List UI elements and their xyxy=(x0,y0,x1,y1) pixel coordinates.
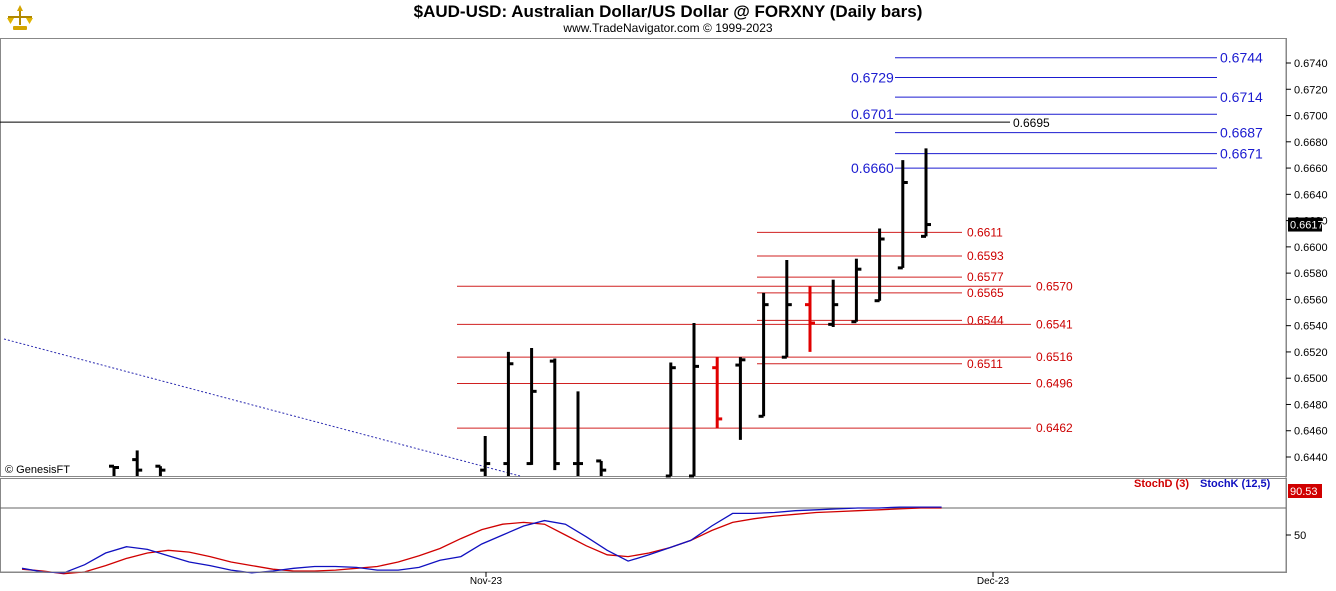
ohlc-bar xyxy=(828,279,839,327)
ohlc-bar xyxy=(480,435,491,476)
y-tick-label: 0.6660 xyxy=(1294,163,1328,175)
x-tick-label: Dec-23 xyxy=(977,576,1010,587)
ohlc-bar xyxy=(758,292,769,418)
y-tick-label: 0.6600 xyxy=(1294,242,1328,254)
stochd-line xyxy=(21,507,942,575)
red-level-label: 0.6577 xyxy=(967,270,1004,284)
blue-level-label: 0.6671 xyxy=(1220,146,1263,162)
ohlc-bar xyxy=(805,286,815,352)
y-tick-label: 0.6460 xyxy=(1294,426,1328,438)
red-level-label: 0.6496 xyxy=(1036,376,1073,390)
ohlc-bar xyxy=(781,260,792,359)
chart-title: $AUD-USD: Australian Dollar/US Dollar @ … xyxy=(413,2,923,21)
y-tick-label: 0.6520 xyxy=(1294,347,1328,359)
chart-frames xyxy=(0,38,1287,573)
dotted-trendline xyxy=(3,338,521,477)
blue-level-label: 0.6701 xyxy=(851,106,894,122)
chart-subtitle: www.TradeNavigator.com © 1999-2023 xyxy=(563,21,773,35)
ohlc-bar xyxy=(851,258,862,324)
red-level-label: 0.6462 xyxy=(1036,421,1073,435)
stochk-label: StochK (12,5) xyxy=(1200,478,1271,490)
price-panel-frame xyxy=(0,38,1287,477)
y-tick-label: 0.6440 xyxy=(1294,452,1328,464)
ohlc-bar xyxy=(132,450,143,476)
ohlc-bar xyxy=(665,362,676,478)
ohlc-bar xyxy=(874,228,885,303)
stoch-value-tag xyxy=(1288,484,1322,498)
last-price-label: 0.6617 xyxy=(1290,220,1324,232)
ohlc-bar xyxy=(921,148,931,238)
blue-level-label: 0.6744 xyxy=(1220,50,1263,66)
y-tick-label: 0.6580 xyxy=(1294,268,1328,280)
watermark: © GenesisFT xyxy=(5,464,70,476)
trendline xyxy=(3,338,521,477)
ohlc-bar xyxy=(503,351,514,476)
ohlc-bar xyxy=(596,459,607,476)
logo-icon xyxy=(4,2,36,34)
y-tick-label: 0.6680 xyxy=(1294,137,1328,149)
red-level-label: 0.6541 xyxy=(1036,317,1073,331)
ohlc-bar xyxy=(109,464,119,476)
y-axis-ticks: 0.6740 0.6720 0.6700 0.6680 0.6660 0.6640 0.66… xyxy=(1286,58,1328,464)
y-tick-label: 0.6700 xyxy=(1294,111,1328,123)
ohlc-bar xyxy=(155,464,166,476)
ohlc-bar xyxy=(712,357,723,429)
y-tick-label: 0.6560 xyxy=(1294,294,1328,306)
stoch-value-label: 90.53 xyxy=(1290,486,1318,498)
stoch-panel-frame xyxy=(0,478,1287,573)
y-tick-label: 0.6640 xyxy=(1294,189,1328,201)
y-tick-label: 0.6740 xyxy=(1294,58,1328,70)
last-price-tag xyxy=(1288,217,1322,232)
ohlc-bar xyxy=(526,347,537,466)
y-tick-label: 0.6540 xyxy=(1294,321,1328,333)
red-level-label: 0.6511 xyxy=(967,357,1003,371)
red-level-label: 0.6565 xyxy=(967,286,1004,300)
blue-level-label: 0.6660 xyxy=(851,160,894,176)
blue-level-label: 0.6714 xyxy=(1220,89,1263,105)
black-level-label: 0.6695 xyxy=(1013,116,1050,130)
price-levels: 0.6695 0.6744 0.6729 0.6714 0.6701 0.6687 0.66… xyxy=(0,50,1263,435)
ohlc-bar xyxy=(897,160,908,270)
red-level-label: 0.6570 xyxy=(1036,279,1073,293)
ohlc-bars xyxy=(109,148,931,478)
x-axis: Nov-23 Dec-23 xyxy=(0,571,1286,587)
stoch-tick-label: 50 xyxy=(1294,530,1306,542)
ohlc-bar xyxy=(549,358,560,471)
chart-header: $AUD-USD: Australian Dollar/US Dollar @ … xyxy=(0,0,1336,38)
y-tick-label: 0.6720 xyxy=(1294,84,1328,96)
y-tick-label: 0.6500 xyxy=(1294,373,1328,385)
blue-level-label: 0.6687 xyxy=(1220,125,1263,141)
ohlc-bar xyxy=(689,323,699,478)
red-level-label: 0.6593 xyxy=(967,249,1004,263)
stochastic-panel: 50 90.53 xyxy=(21,484,1322,575)
stochd-label: StochD (3) xyxy=(1134,478,1189,490)
ohlc-bar xyxy=(573,391,583,476)
y-tick-label: 0.6480 xyxy=(1294,399,1328,411)
red-level-label: 0.6611 xyxy=(967,225,1003,239)
red-level-label: 0.6516 xyxy=(1036,350,1073,364)
red-level-label: 0.6544 xyxy=(967,313,1004,327)
ohlc-bar xyxy=(735,357,746,440)
x-tick-label: Nov-23 xyxy=(470,576,503,587)
stochk-line xyxy=(21,506,942,574)
blue-level-label: 0.6729 xyxy=(851,69,894,85)
